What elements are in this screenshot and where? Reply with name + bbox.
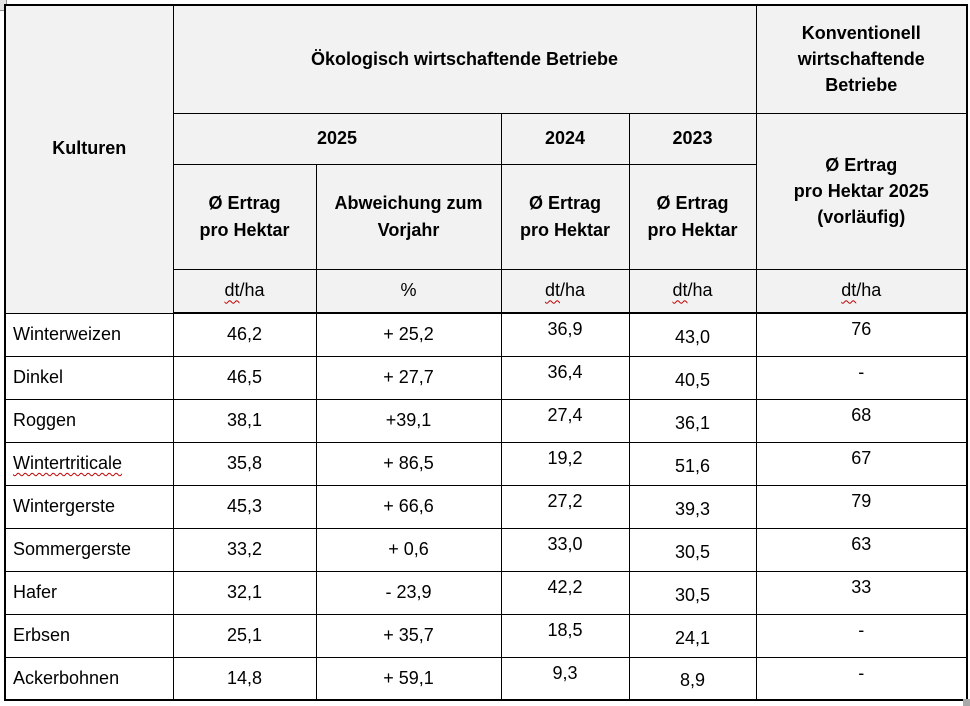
culture-cell: Erbsen <box>4 613 174 658</box>
table-row: Sommergerste 33,2 + 0,6 33,0 30,5 63 <box>4 527 968 572</box>
culture-cell: Wintergerste <box>4 484 174 529</box>
unit-eco-2025: dt/ha <box>172 268 317 314</box>
unit-eco-2024: dt/ha <box>500 268 630 314</box>
misspelled-word: Wintertriticale <box>13 453 123 473</box>
header-kulturen: Kulturen <box>4 4 174 314</box>
conv-2025-cell: 67 <box>755 441 968 486</box>
deviation-cell: + 25,2 <box>315 312 502 357</box>
eco-2025-cell: 46,2 <box>172 312 317 357</box>
eco-2024-cell: 36,9 <box>500 312 630 357</box>
culture-cell: Roggen <box>4 398 174 443</box>
unit-conv-2025: dt/ha <box>755 268 968 314</box>
eco-2025-cell: 14,8 <box>172 656 317 701</box>
header-row-groups: Kulturen Ökologisch wirtschaftende Betri… <box>4 4 968 314</box>
eco-2023-cell: 40,5 <box>628 355 757 400</box>
unit-ha: /ha <box>239 280 265 301</box>
header-conv-group: Konventionell wirtschaftende Betriebe <box>755 4 968 114</box>
eco-2023-cell: 43,0 <box>628 312 757 357</box>
table-row: Wintergerste 45,3 + 66,6 27,2 39,3 79 <box>4 484 968 529</box>
eco-2023-cell: 30,5 <box>628 527 757 572</box>
culture-cell: Sommergerste <box>4 527 174 572</box>
culture-cell: Ackerbohnen <box>4 656 174 701</box>
deviation-cell: - 23,9 <box>315 570 502 615</box>
eco-2023-cell: 51,6 <box>628 441 757 486</box>
eco-2024-cell: 42,2 <box>500 570 630 615</box>
table-row: Erbsen 25,1 + 35,7 18,5 24,1 - <box>4 613 968 658</box>
culture-cell: Hafer <box>4 570 174 615</box>
eco-2024-cell: 19,2 <box>500 441 630 486</box>
table-row: Wintertriticale 35,8 + 86,5 19,2 51,6 67 <box>4 441 968 486</box>
eco-2023-cell: 36,1 <box>628 398 757 443</box>
conv-2025-cell: 76 <box>755 312 968 357</box>
conv-2025-cell: 33 <box>755 570 968 615</box>
deviation-cell: + 35,7 <box>315 613 502 658</box>
header-year-2025: 2025 <box>172 112 502 165</box>
table-row: Hafer 32,1 - 23,9 42,2 30,5 33 <box>4 570 968 615</box>
eco-2025-cell: 33,2 <box>172 527 317 572</box>
eco-2025-cell: 38,1 <box>172 398 317 443</box>
deviation-cell: + 66,6 <box>315 484 502 529</box>
eco-2023-cell: 24,1 <box>628 613 757 658</box>
deviation-cell: + 86,5 <box>315 441 502 486</box>
unit-eco-2023: dt/ha <box>628 268 757 314</box>
units-row: dt/ha % dt/ha dt/ha dt/ha <box>5 268 968 314</box>
deviation-cell: + 59,1 <box>315 656 502 701</box>
header-avg-yield-2024: Ø Ertrag pro Hektar <box>500 163 630 270</box>
culture-cell: Dinkel <box>4 355 174 400</box>
header-avg-yield-2023: Ø Ertrag pro Hektar <box>628 163 757 270</box>
eco-2023-cell: 30,5 <box>628 570 757 615</box>
eco-2025-cell: 35,8 <box>172 441 317 486</box>
eco-2025-cell: 32,1 <box>172 570 317 615</box>
conv-2025-cell: 79 <box>755 484 968 529</box>
conv-2025-cell: 63 <box>755 527 968 572</box>
eco-2025-cell: 46,5 <box>172 355 317 400</box>
eco-2024-cell: 18,5 <box>500 613 630 658</box>
culture-cell: Winterweizen <box>4 312 174 357</box>
table-row: Ackerbohnen 14,8 + 59,1 9,3 8,9 - <box>4 656 968 701</box>
conv-2025-cell: - <box>755 656 968 701</box>
eco-2023-cell: 39,3 <box>628 484 757 529</box>
conv-2025-cell: 68 <box>755 398 968 443</box>
header-avg-yield-2025: Ø Ertrag pro Hektar <box>172 163 317 270</box>
eco-2024-cell: 33,0 <box>500 527 630 572</box>
eco-2024-cell: 36,4 <box>500 355 630 400</box>
header-row-measures: Ø Ertrag pro Hektar Abweichung zum Vorja… <box>5 163 967 270</box>
eco-2023-cell: 8,9 <box>628 656 757 701</box>
conv-2025-cell: - <box>755 355 968 400</box>
table-row: Roggen 38,1 +39,1 27,4 36,1 68 <box>4 398 968 443</box>
eco-2025-cell: 25,1 <box>172 613 317 658</box>
table-row: Winterweizen 46,2 + 25,2 36,9 43,0 76 <box>4 312 968 357</box>
deviation-cell: + 0,6 <box>315 527 502 572</box>
unit-dt: dt <box>224 280 240 301</box>
header-year-2023: 2023 <box>628 112 757 165</box>
eco-2024-cell: 27,4 <box>500 398 630 443</box>
header-deviation: Abweichung zum Vorjahr <box>315 163 502 270</box>
deviation-cell: +39,1 <box>315 398 502 443</box>
yield-table: Kulturen Ökologisch wirtschaftende Betri… <box>4 4 969 701</box>
table-resize-handle-icon[interactable] <box>963 699 970 706</box>
table-row: Dinkel 46,5 + 27,7 36,4 40,5 - <box>4 355 968 400</box>
culture-cell: Wintertriticale <box>4 441 174 486</box>
eco-2024-cell: 9,3 <box>500 656 630 701</box>
header-conv-avg-yield: Ø Ertrag pro Hektar 2025 (vorläufig) <box>755 112 968 270</box>
conv-2025-cell: - <box>755 613 968 658</box>
deviation-cell: + 27,7 <box>315 355 502 400</box>
eco-2025-cell: 45,3 <box>172 484 317 529</box>
unit-deviation: % <box>315 268 502 314</box>
header-year-2024: 2024 <box>500 112 630 165</box>
header-eco-group: Ökologisch wirtschaftende Betriebe <box>172 4 757 114</box>
eco-2024-cell: 27,2 <box>500 484 630 529</box>
